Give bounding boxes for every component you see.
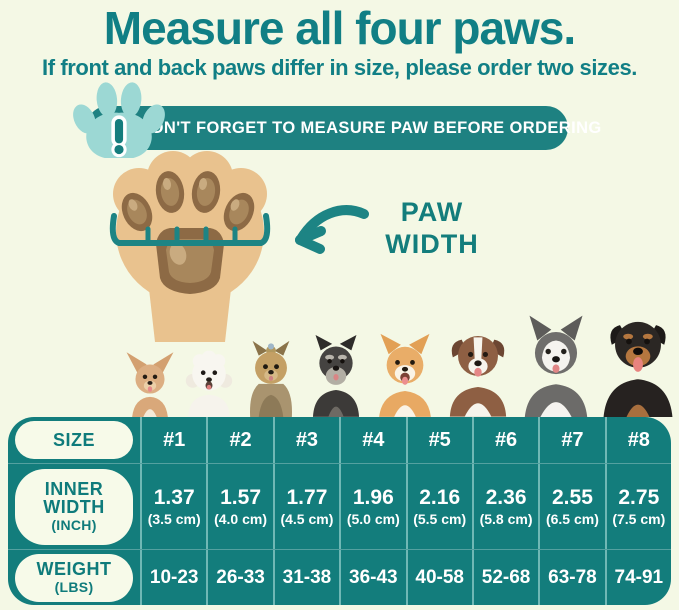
- width-cell-1: 1.37 (3.5 cm): [140, 464, 206, 549]
- width-cell-4: 1.96 (5.0 cm): [339, 464, 405, 549]
- size-cell-3: #3: [272, 417, 339, 463]
- paw-width-line2: WIDTH: [385, 229, 479, 260]
- dog-photo-husky: [524, 315, 588, 417]
- paw-width-line1: PAW: [400, 197, 464, 227]
- table-row-inner-width: INNER WIDTH (INCH) 1.37 (3.5 cm) 1.57 (4.0…: [8, 463, 671, 549]
- size-cell-1: #1: [140, 417, 206, 463]
- dog-photo-yorkshire-terrier: [250, 340, 293, 417]
- size-chart-table: SIZE #1 #2 #3 #4 #5 #6 #7 #8 INNER WIDTH…: [8, 417, 671, 605]
- dog-photo-shiba-inu: [378, 333, 431, 417]
- weight-cell-5: 40-58: [405, 550, 472, 605]
- size-cell-2: #2: [206, 417, 272, 463]
- page-subtitle: If front and back paws differ in size, p…: [41, 55, 638, 80]
- table-row-size: SIZE #1 #2 #3 #4 #5 #6 #7 #8: [8, 417, 671, 463]
- weight-cell-1: 10-23: [140, 550, 206, 605]
- width-cell-3: 1.77 (4.5 cm): [272, 464, 339, 549]
- size-cell-7: #7: [538, 417, 604, 463]
- reminder-banner: DON'T FORGET TO MEASURE PAW BEFORE ORDER…: [86, 106, 601, 150]
- reminder-banner-text: DON'T FORGET TO MEASURE PAW BEFORE ORDER…: [138, 118, 602, 137]
- width-cell-5: 2.16 (5.5 cm): [405, 464, 472, 549]
- row-label-weight: WEIGHT (LBS): [15, 553, 133, 602]
- dog-photo-rottweiler: [603, 321, 673, 417]
- table-row-weight: WEIGHT (LBS) 10-23 26-33 31-38 36-43 40-…: [8, 549, 671, 605]
- width-bracket: [109, 213, 271, 246]
- arrow-left-icon: [295, 205, 369, 254]
- paw-alert-icon: [73, 82, 165, 158]
- row-label-inner-width: INNER WIDTH (INCH): [15, 468, 133, 545]
- width-cell-2: 1.57 (4.0 cm): [206, 464, 272, 549]
- row-label-size: SIZE: [15, 421, 133, 459]
- dog-photo-australian-shepherd: [449, 335, 506, 417]
- dog-photo-miniature-schnauzer: [313, 334, 360, 417]
- width-cell-7: 2.55 (6.5 cm): [538, 464, 604, 549]
- dog-photo-chihuahua: [126, 352, 174, 417]
- weight-cell-8: 74-91: [604, 550, 671, 605]
- weight-cell-7: 63-78: [538, 550, 604, 605]
- paw-diagram: [109, 151, 271, 342]
- width-cell-8: 2.75 (7.5 cm): [604, 464, 671, 549]
- weight-cell-4: 36-43: [339, 550, 405, 605]
- paw-width-label: PAW WIDTH: [362, 196, 502, 261]
- weight-cell-6: 52-68: [471, 550, 538, 605]
- size-cell-8: #8: [604, 417, 671, 463]
- weight-cell-2: 26-33: [206, 550, 272, 605]
- size-cell-5: #5: [405, 417, 472, 463]
- dog-lineup: [122, 305, 679, 417]
- toe-pads: [121, 171, 255, 232]
- dog-photo-bichon-frise: [185, 350, 233, 417]
- weight-cell-3: 31-38: [272, 550, 339, 605]
- exclamation-icon: [111, 115, 127, 158]
- page-title: Measure all four paws.: [103, 2, 576, 54]
- size-cell-6: #6: [471, 417, 538, 463]
- size-cell-4: #4: [339, 417, 405, 463]
- main-pad: [156, 228, 224, 294]
- width-cell-6: 2.36 (5.8 cm): [471, 464, 538, 549]
